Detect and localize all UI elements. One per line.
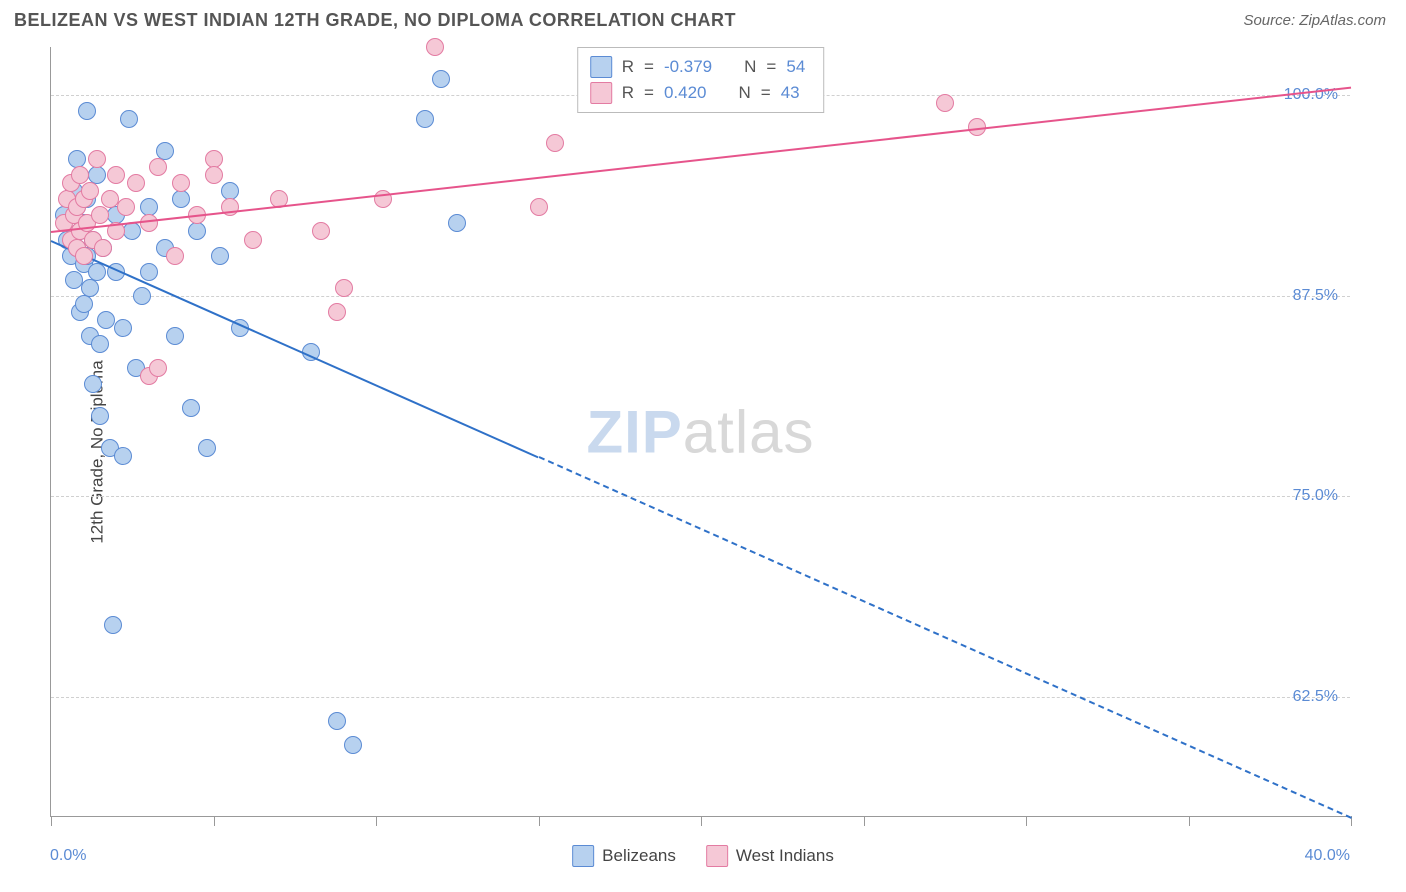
point-belizean xyxy=(81,279,99,297)
y-tick-label: 62.5% xyxy=(1293,688,1338,706)
stat-eq: = xyxy=(644,54,654,80)
stats-legend-box: R = -0.379 N = 54 R = 0.420 N = 43 xyxy=(577,47,825,113)
point-belizean xyxy=(198,439,216,457)
point-westindian xyxy=(71,166,89,184)
x-tick xyxy=(51,816,52,826)
plot-area: ZIPatlas R = -0.379 N = 54 R = 0.420 N = xyxy=(50,47,1350,817)
point-westindian xyxy=(88,150,106,168)
stat-N-blue: 54 xyxy=(786,54,805,80)
x-tick xyxy=(1189,816,1190,826)
point-belizean xyxy=(211,247,229,265)
point-westindian xyxy=(140,214,158,232)
point-belizean xyxy=(328,712,346,730)
chart-title: BELIZEAN VS WEST INDIAN 12TH GRADE, NO D… xyxy=(14,10,736,31)
point-westindian xyxy=(94,239,112,257)
x-tick xyxy=(539,816,540,826)
point-belizean xyxy=(91,407,109,425)
point-belizean xyxy=(172,190,190,208)
x-tick xyxy=(864,816,865,826)
point-belizean xyxy=(188,222,206,240)
point-belizean xyxy=(91,335,109,353)
legend-item: Belizeans xyxy=(572,845,676,867)
stat-R-pink: 0.420 xyxy=(664,80,707,106)
point-westindian xyxy=(936,94,954,112)
gridline-h xyxy=(51,496,1350,497)
point-belizean xyxy=(432,70,450,88)
point-westindian xyxy=(107,166,125,184)
point-westindian xyxy=(149,158,167,176)
point-belizean xyxy=(114,319,132,337)
point-belizean xyxy=(123,222,141,240)
legend-label: West Indians xyxy=(736,846,834,866)
legend-item: West Indians xyxy=(706,845,834,867)
point-westindian xyxy=(426,38,444,56)
point-westindian xyxy=(312,222,330,240)
trendline-belizean xyxy=(51,240,539,458)
x-tick xyxy=(1026,816,1027,826)
chart-source: Source: ZipAtlas.com xyxy=(1243,12,1386,29)
point-westindian xyxy=(127,174,145,192)
trendline-belizean xyxy=(538,456,1351,819)
point-belizean xyxy=(78,102,96,120)
point-belizean xyxy=(75,295,93,313)
legend-label: Belizeans xyxy=(602,846,676,866)
point-belizean xyxy=(133,287,151,305)
stat-R-blue: -0.379 xyxy=(664,54,712,80)
legend-swatch xyxy=(572,845,594,867)
stat-eq: = xyxy=(766,54,776,80)
point-westindian xyxy=(81,182,99,200)
point-westindian xyxy=(117,198,135,216)
stat-eq: = xyxy=(761,80,771,106)
swatch-pink xyxy=(590,82,612,104)
point-westindian xyxy=(328,303,346,321)
stat-eq: = xyxy=(644,80,654,106)
point-westindian xyxy=(166,247,184,265)
legend-swatch xyxy=(706,845,728,867)
x-axis-min-label: 0.0% xyxy=(50,847,86,865)
swatch-blue xyxy=(590,56,612,78)
point-belizean xyxy=(166,327,184,345)
point-westindian xyxy=(530,198,548,216)
point-belizean xyxy=(448,214,466,232)
point-belizean xyxy=(114,447,132,465)
stats-row-blue: R = -0.379 N = 54 xyxy=(590,54,806,80)
point-westindian xyxy=(244,231,262,249)
point-westindian xyxy=(149,359,167,377)
stats-row-pink: R = 0.420 N = 43 xyxy=(590,80,806,106)
point-westindian xyxy=(205,166,223,184)
chart-container: 12th Grade, No Diploma ZIPatlas R = -0.3… xyxy=(0,37,1406,867)
point-westindian xyxy=(546,134,564,152)
point-westindian xyxy=(172,174,190,192)
point-belizean xyxy=(182,399,200,417)
point-belizean xyxy=(120,110,138,128)
y-tick-label: 87.5% xyxy=(1293,287,1338,305)
stat-N-label: N xyxy=(738,80,750,106)
stat-R-label: R xyxy=(622,54,634,80)
legend-bottom: Belizeans West Indians xyxy=(572,845,834,867)
point-westindian xyxy=(75,247,93,265)
stat-N-label: N xyxy=(744,54,756,80)
gridline-h xyxy=(51,296,1350,297)
y-tick-label: 75.0% xyxy=(1293,487,1338,505)
point-belizean xyxy=(140,263,158,281)
x-tick xyxy=(701,816,702,826)
x-tick xyxy=(214,816,215,826)
stat-N-pink: 43 xyxy=(781,80,800,106)
watermark-atlas: atlas xyxy=(683,398,815,465)
point-westindian xyxy=(91,206,109,224)
stat-R-label: R xyxy=(622,80,634,106)
point-belizean xyxy=(416,110,434,128)
point-belizean xyxy=(84,375,102,393)
point-belizean xyxy=(344,736,362,754)
watermark: ZIPatlas xyxy=(586,397,814,466)
x-axis-max-label: 40.0% xyxy=(1305,847,1350,865)
watermark-zip: ZIP xyxy=(586,398,682,465)
point-westindian xyxy=(335,279,353,297)
x-tick xyxy=(376,816,377,826)
gridline-h xyxy=(51,697,1350,698)
point-belizean xyxy=(104,616,122,634)
point-belizean xyxy=(68,150,86,168)
